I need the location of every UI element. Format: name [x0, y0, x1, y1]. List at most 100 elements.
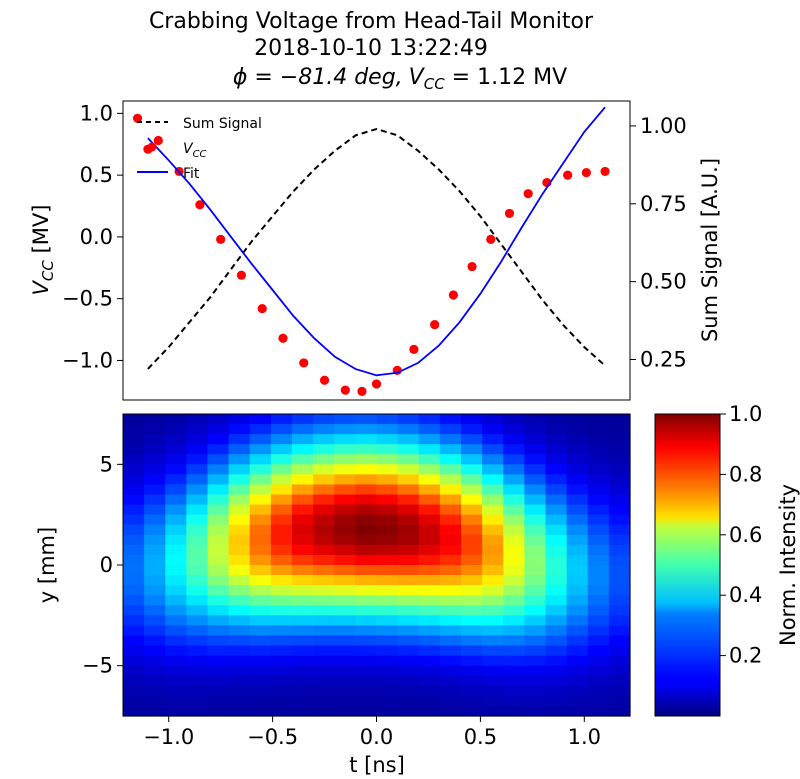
heatmap-cell	[249, 635, 272, 647]
heatmap-cell	[397, 484, 420, 496]
heatmap-cell	[249, 484, 272, 496]
heatmap-cell	[461, 585, 483, 596]
heatmap-cell	[313, 635, 335, 647]
heatmap-cell	[503, 524, 525, 536]
heatmap-cell	[334, 705, 356, 717]
heatmap-cell	[123, 554, 145, 566]
heatmap-cell	[228, 534, 251, 546]
heatmap-cell	[334, 534, 356, 546]
heatmap-cell	[418, 454, 441, 465]
heatmap-cell	[144, 575, 166, 586]
colorbar-tick-label: 0.2	[729, 644, 762, 668]
vcc-point	[216, 234, 226, 244]
heatmap-cell	[545, 605, 568, 616]
heatmap-cell	[144, 454, 166, 465]
heatmap-cell	[376, 524, 399, 536]
heatmap-cell	[587, 434, 610, 445]
heatmap-cell	[334, 494, 356, 506]
heatmap-cell	[397, 424, 420, 435]
heatmap-cell	[144, 514, 166, 526]
heatmap-cell	[123, 464, 145, 475]
heatmap-cell	[503, 514, 525, 526]
heatmap-cell	[313, 655, 335, 667]
vcc-point	[486, 234, 496, 244]
heatmap-cell	[186, 434, 209, 445]
heatmap-cell	[313, 424, 335, 435]
heatmap-cell	[123, 484, 145, 496]
heatmap-cell	[418, 554, 441, 566]
heatmap-cell	[418, 605, 441, 616]
heatmap-cell	[355, 695, 378, 707]
heatmap-cell	[482, 474, 504, 486]
heatmap-cell	[228, 685, 251, 697]
heatmap-cell	[503, 635, 525, 647]
heatmap-cell	[566, 645, 589, 657]
heatmap-cell	[186, 524, 209, 536]
heatmap-cell	[503, 454, 525, 465]
heatmap-cell	[144, 434, 166, 445]
heatmap-cell	[144, 635, 166, 647]
vcc-point	[448, 290, 458, 300]
heatmap-cell	[397, 645, 420, 657]
title-phi: ϕ = −81.4 deg,	[233, 65, 403, 90]
heatmap-cell	[186, 504, 209, 516]
heatmap-cell	[587, 464, 610, 475]
left-tick-label: 0.0	[80, 225, 113, 249]
heatmap-cell	[439, 424, 462, 435]
x-tick-label: −0.5	[247, 725, 298, 749]
heatmap-cell	[292, 695, 314, 707]
heatmap-cell	[144, 444, 166, 455]
heatmap-cell	[207, 514, 230, 526]
heatmap-cell	[123, 424, 145, 435]
heatmap-cell	[608, 544, 631, 556]
heatmap-cell	[144, 554, 166, 566]
colorbar-ticks: 1.0 0.8 0.6 0.4 0.2	[720, 402, 762, 668]
heatmap-cell	[334, 504, 356, 516]
heatmap-cell	[186, 474, 209, 486]
heatmap-cell	[292, 434, 314, 445]
vcc-point	[357, 386, 367, 396]
heatmap-cell	[355, 585, 378, 596]
heatmap-cell	[355, 685, 378, 697]
heatmap-cell	[165, 454, 187, 465]
heatmap-cell	[270, 454, 293, 465]
heatmap-cell	[207, 434, 230, 445]
heatmap-cell	[418, 625, 441, 637]
heatmap-cell	[461, 424, 483, 435]
y-tick-label: 5	[100, 452, 113, 476]
heatmap-cell	[397, 585, 420, 596]
heatmap-cell	[397, 494, 420, 506]
heatmap-cell	[461, 514, 483, 526]
heatmap-cell	[587, 565, 610, 576]
heatmap-cell	[524, 655, 547, 667]
heatmap-cell	[482, 424, 504, 435]
heatmap-cell	[566, 434, 589, 445]
heatmap-cell	[334, 414, 356, 425]
heatmap-cell	[355, 424, 378, 435]
heatmap-cells	[123, 414, 631, 717]
heatmap-cell	[270, 605, 293, 616]
heatmap-cell	[355, 565, 378, 576]
heatmap-cell	[334, 565, 356, 576]
heatmap-cell	[313, 625, 335, 637]
heatmap-cell	[566, 524, 589, 536]
heatmap-cell	[144, 685, 166, 697]
heatmap-cell	[524, 484, 547, 496]
heatmap-cell	[482, 544, 504, 556]
heatmap-cell	[587, 524, 610, 536]
heatmap-cell	[186, 675, 209, 687]
heatmap-cell	[545, 565, 568, 576]
heatmap-cell	[439, 615, 462, 626]
heatmap-cell	[186, 484, 209, 496]
heatmap-cell	[397, 504, 420, 516]
vcc-point	[523, 189, 533, 199]
heatmap-cell	[355, 444, 378, 455]
heatmap-cell	[144, 474, 166, 486]
heatmap-cell	[524, 504, 547, 516]
heatmap-cell	[186, 534, 209, 546]
heatmap-cell	[439, 665, 462, 677]
heatmap-cell	[292, 625, 314, 637]
series-v-cc	[132, 113, 610, 396]
heatmap-cell	[376, 665, 399, 677]
title-vcc: V	[409, 65, 426, 90]
